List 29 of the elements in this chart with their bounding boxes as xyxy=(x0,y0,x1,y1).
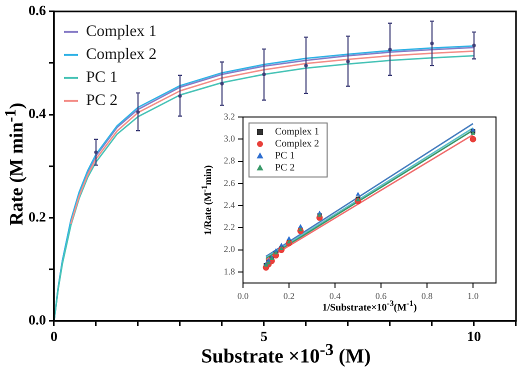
x-tick-label: 0 xyxy=(50,330,58,346)
x-tick-label: 10 xyxy=(467,330,481,346)
y-tick-label: 2.6 xyxy=(224,178,236,188)
legend-label: PC 2 xyxy=(275,162,295,174)
y-tick-label: 2.2 xyxy=(224,222,235,232)
legend-label: PC 2 xyxy=(86,92,118,110)
legend-label: PC 1 xyxy=(275,150,295,162)
y-tick-label: 0.4 xyxy=(28,107,46,122)
legend-label: Complex 1 xyxy=(86,23,157,40)
y-tick-label: 2.0 xyxy=(224,244,236,254)
x-axis-title: 1/Substrate×10$^{-3}$(M$^{-1}$) xyxy=(321,299,418,314)
x-tick-label: 0.8 xyxy=(421,290,434,301)
legend-label: PC 1 xyxy=(86,69,118,86)
y-tick-label: 3.2 xyxy=(224,111,235,122)
y-tick-label: 0.6 xyxy=(28,4,46,20)
y-tick-label: 2.8 xyxy=(224,156,236,166)
y-tick-label: 0.0 xyxy=(28,314,46,329)
x-tick-label: 0.0 xyxy=(237,290,250,301)
y-tick-label: 3.0 xyxy=(224,133,236,144)
legend-label: Complex 1 xyxy=(275,126,320,138)
x-tick-label: 0.2 xyxy=(283,290,295,301)
legend-label: Complex 2 xyxy=(275,138,320,150)
y-tick-label: 1.8 xyxy=(224,266,236,276)
legend-label: Complex 2 xyxy=(86,46,157,64)
x-tick-label: 0.4 xyxy=(329,290,342,301)
x-tick-label: 0.6 xyxy=(375,290,388,301)
x-tick-label: 1.0 xyxy=(467,290,480,301)
y-tick-label: 2.4 xyxy=(224,200,236,210)
y-tick-label: 0.2 xyxy=(28,210,46,226)
